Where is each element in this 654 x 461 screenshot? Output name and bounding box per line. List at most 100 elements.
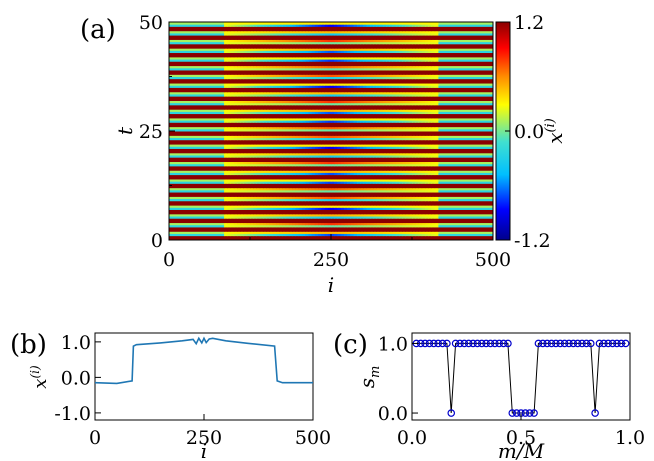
heatmap-cell [389, 124, 394, 128]
heatmap-cell [311, 176, 316, 180]
heatmap-cell [321, 157, 326, 160]
heatmap-cell [343, 189, 348, 193]
heatmap-cell [256, 200, 261, 204]
heatmap-cell [246, 139, 251, 143]
heatmap-cell [314, 165, 319, 169]
heatmap-cell [418, 148, 423, 152]
heatmap-cell [382, 207, 387, 210]
heatmap-cell [392, 122, 397, 125]
heatmap-cell [331, 107, 335, 110]
heatmap-cell [418, 135, 423, 139]
heatmap-cell [334, 122, 338, 125]
heatmap-cell [230, 93, 235, 97]
heatmap-cell [405, 226, 410, 230]
heatmap-cell [418, 93, 423, 97]
heatmap-cell [246, 111, 251, 115]
heatmap-cell [360, 150, 364, 154]
heatmap-cell [240, 89, 245, 93]
heatmap-cell [412, 122, 416, 125]
heatmap-cell [356, 87, 361, 91]
heatmap-cell [301, 133, 306, 136]
heatmap-cell [327, 146, 332, 149]
heatmap-cell [395, 83, 400, 86]
heatmap-cell [269, 168, 274, 171]
heatmap-cell [259, 202, 264, 206]
heatmap-cell [295, 128, 300, 132]
heatmap-cell [399, 89, 403, 93]
heatmap-cell [428, 124, 432, 128]
heatmap-cell [350, 150, 355, 154]
heatmap-cell [424, 192, 429, 195]
heatmap-cell [421, 176, 426, 180]
heatmap-cell [243, 139, 248, 143]
heatmap-cell [262, 187, 267, 191]
heatmap-cell [295, 148, 300, 152]
heatmap-cell [389, 96, 394, 99]
heatmap-cell [392, 178, 397, 182]
heatmap-cell [288, 80, 293, 84]
heatmap-cell [379, 157, 384, 160]
heatmap-cell [305, 139, 309, 143]
heatmap-cell [343, 220, 348, 224]
heatmap-cell [334, 220, 338, 224]
heatmap-cell [288, 141, 293, 145]
heatmap-cell [259, 185, 264, 189]
heatmap-cell [298, 128, 303, 132]
heatmap-cell [301, 91, 306, 95]
heatmap-cell [314, 141, 319, 145]
heatmap-cell [363, 213, 368, 217]
heatmap-cell [285, 207, 290, 210]
heatmap-cell [311, 85, 316, 88]
heatmap-cell [360, 216, 364, 219]
heatmap-cell [279, 185, 283, 189]
heatmap-cell [366, 104, 371, 108]
heatmap-cell [376, 187, 381, 191]
heatmap-cell [402, 218, 407, 221]
heatmap-cell [382, 150, 387, 154]
heatmap-cell [250, 165, 254, 169]
heatmap-cell [288, 104, 293, 108]
heatmap-cell [169, 89, 225, 93]
heatmap-cell [431, 174, 436, 178]
heatmap-cell [246, 185, 251, 189]
heatmap-cell [379, 122, 384, 125]
heatmap-cell [288, 235, 293, 239]
heatmap-cell [347, 85, 351, 88]
heatmap-cell [376, 224, 381, 228]
heatmap-cell [295, 229, 300, 232]
heatmap-cell [262, 148, 267, 152]
heatmap-cell [437, 109, 493, 112]
heatmap-cell [363, 237, 368, 240]
heatmap-cell [334, 102, 338, 106]
heatmap-cell [382, 102, 387, 106]
heatmap-cell [376, 176, 381, 180]
heatmap-cell [314, 235, 319, 239]
heatmap-cell [308, 85, 313, 88]
heatmap-cell [379, 91, 384, 95]
heatmap-cell [337, 237, 342, 240]
heatmap-cell [224, 85, 228, 88]
heatmap-cell [395, 113, 400, 117]
heatmap-cell [318, 131, 322, 134]
heatmap-cell [340, 87, 345, 91]
heatmap-cell [428, 104, 432, 108]
heatmap-cell [233, 170, 238, 173]
heatmap-cell [314, 122, 319, 125]
heatmap-cell [434, 222, 439, 226]
heatmap-cell [318, 168, 322, 171]
heatmap-cell [224, 120, 228, 123]
heatmap-cell [262, 96, 267, 99]
heatmap-cell [363, 139, 368, 143]
heatmap-cell [327, 178, 332, 182]
heatmap-cell [389, 91, 394, 95]
heatmap-cell [402, 83, 407, 86]
heatmap-cell [224, 83, 228, 86]
heatmap-cell [431, 163, 436, 167]
heatmap-cell [353, 178, 358, 182]
heatmap-cell [347, 131, 351, 134]
heatmap-cell [275, 185, 280, 189]
heatmap-cell [360, 224, 364, 228]
heatmap-cell [321, 229, 326, 232]
heatmap-cell [343, 233, 348, 237]
heatmap-cell [376, 200, 381, 204]
